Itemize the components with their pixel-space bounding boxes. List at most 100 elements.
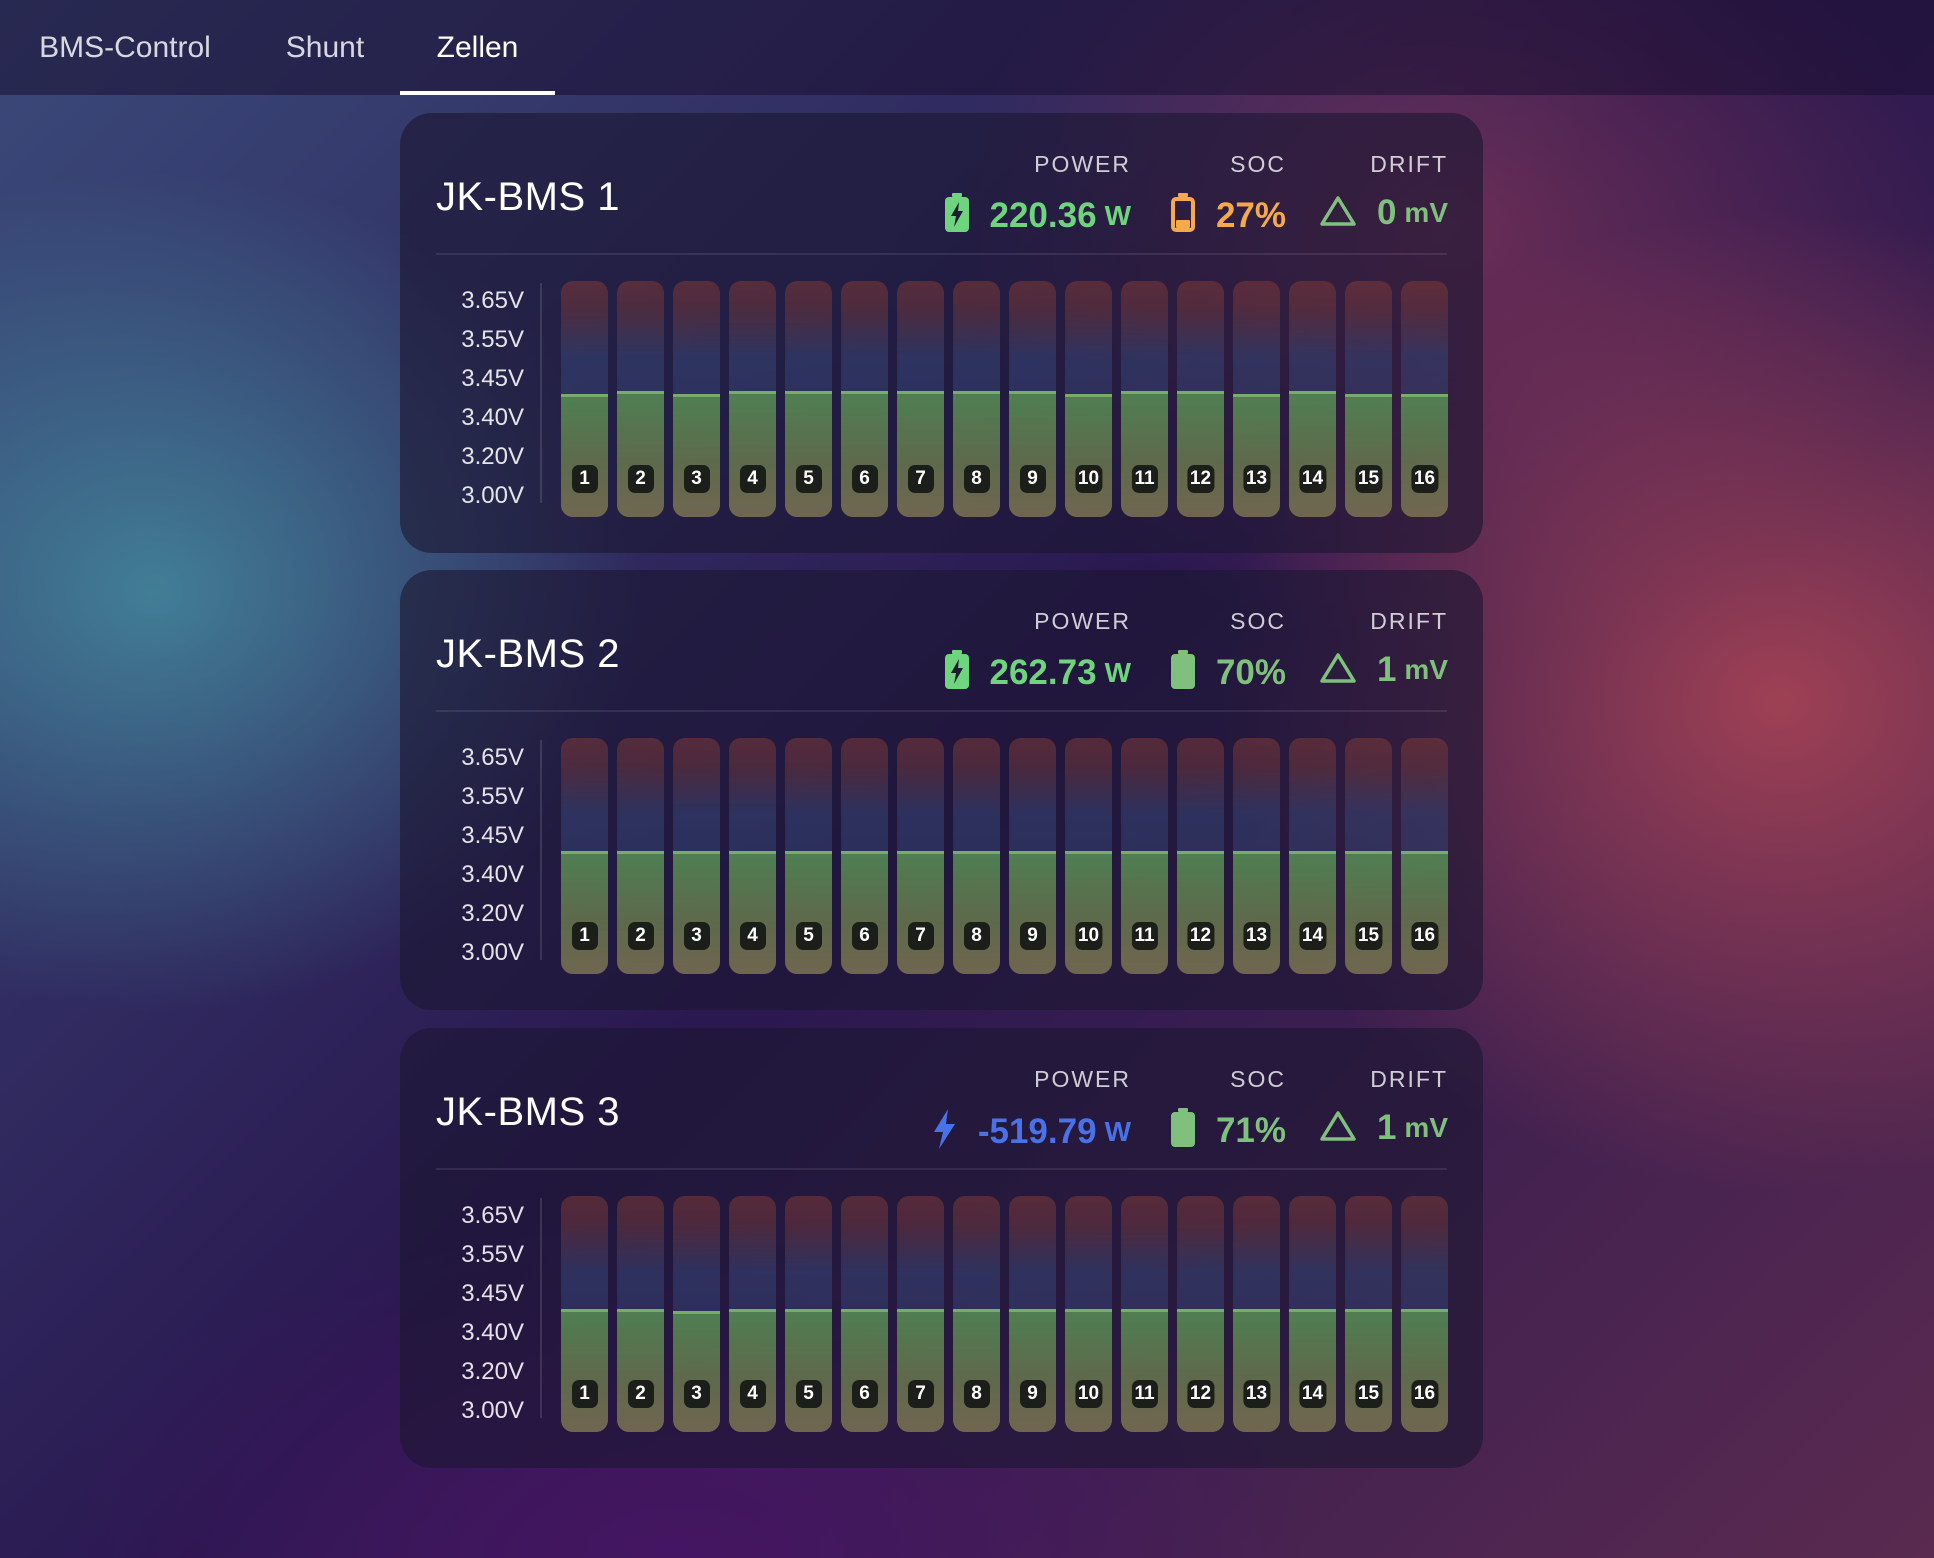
drift-unit: mV (1404, 1112, 1448, 1143)
cell-fill (561, 1308, 608, 1432)
cell-number-badge: 9 (1019, 465, 1046, 493)
cell-bar: 1 (561, 281, 608, 517)
cell-fill (1289, 391, 1336, 517)
cell-bar: 12 (1177, 738, 1224, 974)
cell-number-badge: 4 (739, 922, 766, 950)
battery-low-icon (1170, 193, 1196, 238)
cell-fill (561, 850, 608, 974)
cell-bar: 16 (1401, 1196, 1448, 1432)
cell-bar: 7 (897, 738, 944, 974)
y-axis-label: 3.55V (461, 326, 524, 353)
cell-bar: 14 (1289, 281, 1336, 517)
y-axis-line (540, 283, 542, 503)
cell-fill (561, 393, 608, 517)
soc-label: SOC (1230, 608, 1286, 634)
power-unit: W (1104, 656, 1131, 688)
bms-card: JK-BMS 1 POWER 220.36 W SOC 27% DRIFT 0 mV 3.65V 3… (400, 113, 1483, 553)
cell-fill (1065, 1308, 1112, 1432)
cell-fill (1065, 850, 1112, 974)
cell-fill (953, 391, 1000, 517)
cell-bar: 4 (729, 281, 776, 517)
cell-bar: 8 (953, 1196, 1000, 1432)
cell-fill (1401, 393, 1448, 517)
cell-bar: 10 (1065, 738, 1112, 974)
cell-fill (841, 850, 888, 974)
cell-number-badge: 3 (683, 922, 710, 950)
y-axis-label: 3.20V (461, 900, 524, 927)
cell-number-badge: 2 (627, 922, 654, 950)
delta-icon (1319, 652, 1357, 689)
cell-bar: 16 (1401, 281, 1448, 517)
cell-number-badge: 16 (1410, 1380, 1439, 1408)
tab-label: Shunt (285, 30, 365, 64)
cell-number-badge: 7 (907, 1380, 934, 1408)
cell-fill (1233, 393, 1280, 517)
cell-number-badge: 10 (1074, 922, 1103, 950)
cell-number-badge: 8 (963, 922, 990, 950)
cell-fill (1289, 1308, 1336, 1432)
power-value: 220.36 (989, 195, 1097, 235)
cell-number-badge: 11 (1131, 1380, 1158, 1408)
cell-fill (1345, 1308, 1392, 1432)
cell-number-badge: 6 (851, 1380, 878, 1408)
cell-number-badge: 13 (1242, 922, 1271, 950)
drift-value-row: 1 mV (1319, 650, 1448, 690)
power-label: POWER (1034, 1066, 1131, 1092)
cell-bar: 13 (1233, 738, 1280, 974)
cell-bar: 16 (1401, 738, 1448, 974)
cell-number-badge: 14 (1298, 465, 1327, 493)
cell-fill (1121, 391, 1168, 517)
active-tab-indicator (400, 91, 555, 95)
y-axis-label: 3.00V (461, 939, 524, 966)
cell-bar: 6 (841, 738, 888, 974)
y-axis-label: 3.40V (461, 1319, 524, 1346)
y-axis-line (540, 1198, 542, 1418)
cell-fill (1009, 1308, 1056, 1432)
soc-value-row: 71% (1170, 1108, 1286, 1153)
cell-number-badge: 16 (1410, 922, 1439, 950)
bms-card: JK-BMS 2 POWER 262.73 W SOC 70% DRIFT 1 mV 3.65V 3… (400, 570, 1483, 1010)
soc-value: 27% (1215, 195, 1286, 235)
cell-fill (841, 391, 888, 517)
cell-number-badge: 15 (1354, 922, 1383, 950)
cell-fill (1177, 1308, 1224, 1432)
cell-number-badge: 4 (739, 465, 766, 493)
cell-fill (785, 1308, 832, 1432)
cell-number-badge: 14 (1298, 922, 1327, 950)
cell-fill (953, 850, 1000, 974)
cell-fill (729, 1308, 776, 1432)
y-axis-label: 3.45V (461, 1280, 524, 1307)
cell-number-badge: 16 (1410, 465, 1439, 493)
cell-number-badge: 1 (571, 465, 598, 493)
cell-bar: 15 (1345, 1196, 1392, 1432)
drift-label: DRIFT (1370, 151, 1448, 177)
cell-fill (617, 1308, 664, 1432)
delta-icon (1319, 1110, 1357, 1147)
cell-fill (1009, 850, 1056, 974)
cell-bar: 6 (841, 281, 888, 517)
y-axis-label: 3.40V (461, 404, 524, 431)
cell-fill (1121, 1308, 1168, 1432)
y-axis-label: 3.40V (461, 861, 524, 888)
cell-number-badge: 12 (1186, 922, 1215, 950)
cell-number-badge: 8 (963, 1380, 990, 1408)
cell-fill (1177, 850, 1224, 974)
cell-bar: 15 (1345, 281, 1392, 517)
drift-value: 1 (1376, 650, 1397, 689)
cell-fill (1401, 1308, 1448, 1432)
cell-number-badge: 5 (795, 922, 822, 950)
cell-number-badge: 7 (907, 922, 934, 950)
cell-bar: 9 (1009, 1196, 1056, 1432)
cell-fill (1345, 393, 1392, 517)
cell-fill (617, 391, 664, 517)
tab-shunt[interactable]: Shunt (270, 0, 380, 95)
cell-number-badge: 9 (1019, 1380, 1046, 1408)
tab-bms-control[interactable]: BMS-Control (20, 0, 230, 95)
cell-bar: 7 (897, 281, 944, 517)
top-navigation-bar: BMS-Control Shunt Zellen (0, 0, 1934, 95)
cell-fill (1065, 393, 1112, 517)
cell-fill (729, 850, 776, 974)
tab-zellen[interactable]: Zellen (400, 0, 555, 95)
drift-value: 1 (1376, 1108, 1397, 1147)
cell-fill (953, 1308, 1000, 1432)
